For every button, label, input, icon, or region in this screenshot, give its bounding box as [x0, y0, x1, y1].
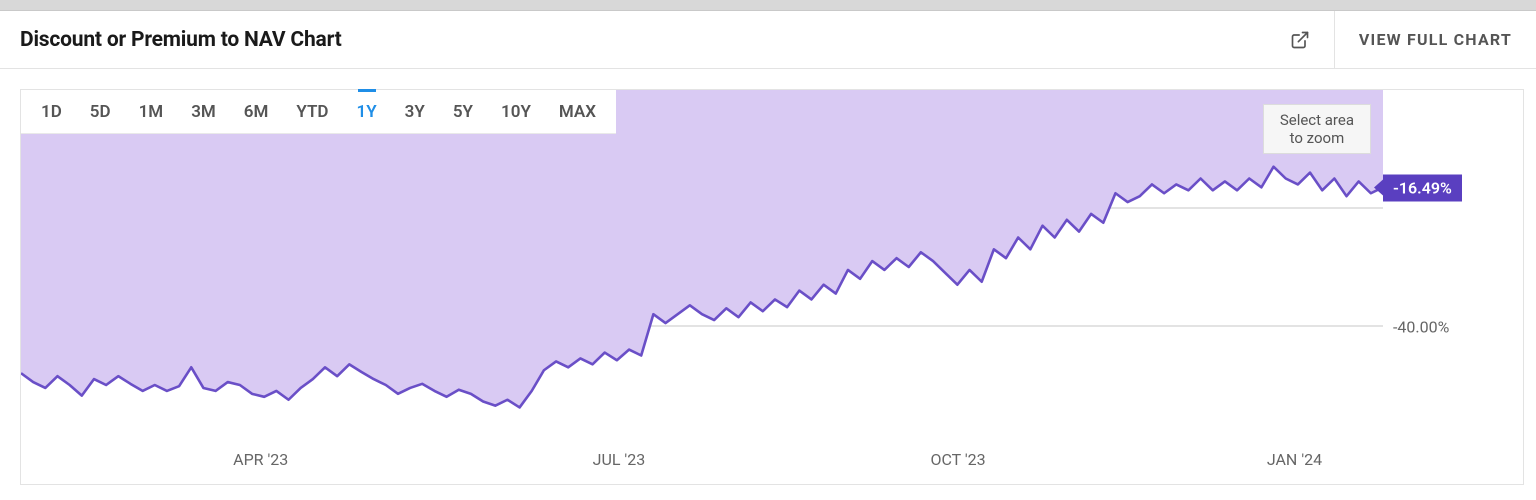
zoom-tooltip-line2: to zoom — [1280, 129, 1354, 147]
range-tab-10y[interactable]: 10Y — [487, 90, 545, 134]
x-tick-label: APR '23 — [233, 450, 288, 469]
chart-container: 1D5D1M3M6MYTD1Y3Y5Y10YMAX Select area to… — [0, 69, 1536, 493]
end-value-badge: -16.49% — [1383, 174, 1462, 201]
range-tab-max[interactable]: MAX — [545, 90, 610, 134]
header-actions: VIEW FULL CHART — [1266, 11, 1536, 68]
x-tick-label: JUL '23 — [593, 450, 646, 469]
plot-area[interactable] — [21, 90, 1383, 444]
y-axis: -40.00% -16.49% — [1383, 90, 1523, 444]
area-chart-svg — [21, 90, 1383, 444]
x-tick-label: OCT '23 — [930, 450, 985, 469]
zoom-tooltip-line1: Select area — [1280, 111, 1354, 129]
range-tab-1m[interactable]: 1M — [125, 90, 178, 134]
x-tick-label: JAN '24 — [1267, 450, 1322, 469]
range-tab-5y[interactable]: 5Y — [439, 90, 487, 134]
range-tab-5d[interactable]: 5D — [76, 90, 125, 134]
y-tick-label: -40.00% — [1393, 318, 1449, 337]
chart-title: Discount or Premium to NAV Chart — [20, 28, 341, 52]
range-tab-1y[interactable]: 1Y — [343, 90, 391, 134]
external-link-icon — [1290, 30, 1310, 50]
chart-header: Discount or Premium to NAV Chart VIEW FU… — [0, 11, 1536, 69]
view-full-chart-button[interactable]: VIEW FULL CHART — [1334, 11, 1536, 68]
range-tab-3y[interactable]: 3Y — [391, 90, 439, 134]
top-strip — [0, 0, 1536, 11]
range-tab-ytd[interactable]: YTD — [282, 90, 342, 134]
zoom-tooltip: Select area to zoom — [1263, 104, 1371, 154]
range-tab-6m[interactable]: 6M — [230, 90, 283, 134]
range-tab-3m[interactable]: 3M — [177, 90, 230, 134]
chart-box: 1D5D1M3M6MYTD1Y3Y5Y10YMAX Select area to… — [20, 89, 1524, 485]
x-axis: APR '23 JUL '23 OCT '23 JAN '24 — [21, 444, 1383, 484]
pop-out-button[interactable] — [1266, 11, 1334, 68]
range-tabs: 1D5D1M3M6MYTD1Y3Y5Y10YMAX — [21, 90, 616, 134]
range-tab-1d[interactable]: 1D — [27, 90, 76, 134]
